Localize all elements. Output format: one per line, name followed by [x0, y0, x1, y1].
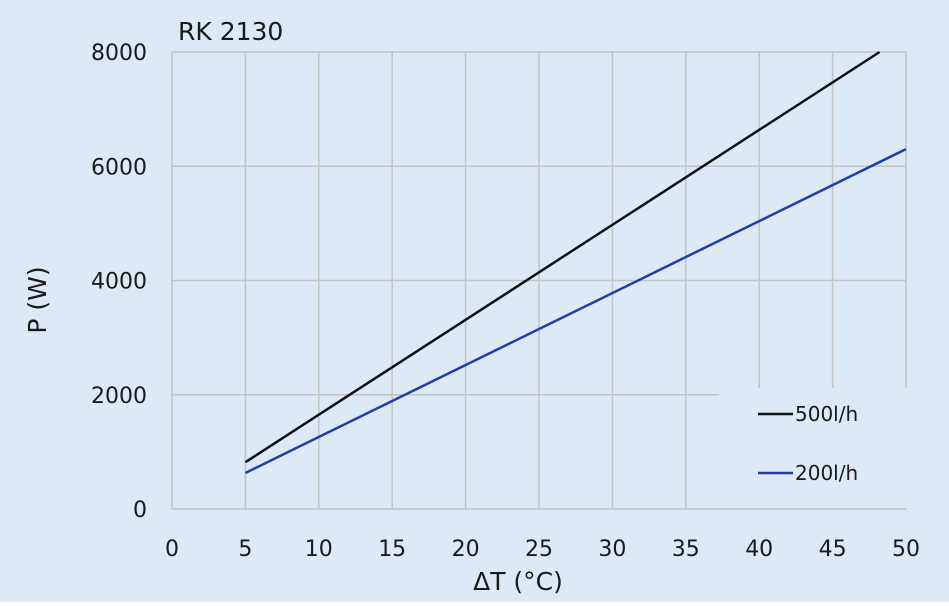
x-tick-label: 45 — [819, 537, 847, 562]
legend-label-1: 200l/h — [795, 461, 858, 485]
y-tick-label: 8000 — [91, 41, 147, 66]
x-tick-label: 30 — [598, 537, 626, 562]
x-tick-label: 20 — [452, 537, 480, 562]
x-axis-title: ΔT (°C) — [473, 567, 563, 596]
legend: 500l/h 200l/h — [719, 388, 909, 508]
legend-box — [719, 388, 909, 508]
x-tick-label: 25 — [525, 537, 553, 562]
y-tick-label: 6000 — [91, 155, 147, 180]
legend-label-0: 500l/h — [795, 402, 858, 426]
x-tick-label: 10 — [305, 537, 333, 562]
y-tick-label: 4000 — [91, 270, 147, 295]
chart-title: RK 2130 — [178, 17, 283, 46]
y-tick-label: 0 — [133, 498, 147, 523]
x-tick-label: 35 — [672, 537, 700, 562]
y-tick-label: 2000 — [91, 384, 147, 409]
x-tick-label: 0 — [165, 537, 179, 562]
series-line-0 — [244, 50, 881, 464]
x-tick-label: 15 — [378, 537, 406, 562]
x-tick-label: 50 — [892, 537, 920, 562]
tick-labels: 0 5 10 15 20 25 30 35 40 45 50 0 2000 4000 6000 8000 — [91, 41, 920, 562]
y-axis-title: P (W) — [23, 266, 52, 333]
series-lines — [244, 50, 907, 475]
x-tick-label: 40 — [745, 537, 773, 562]
x-tick-label: 5 — [238, 537, 252, 562]
series-line-1 — [244, 147, 907, 475]
